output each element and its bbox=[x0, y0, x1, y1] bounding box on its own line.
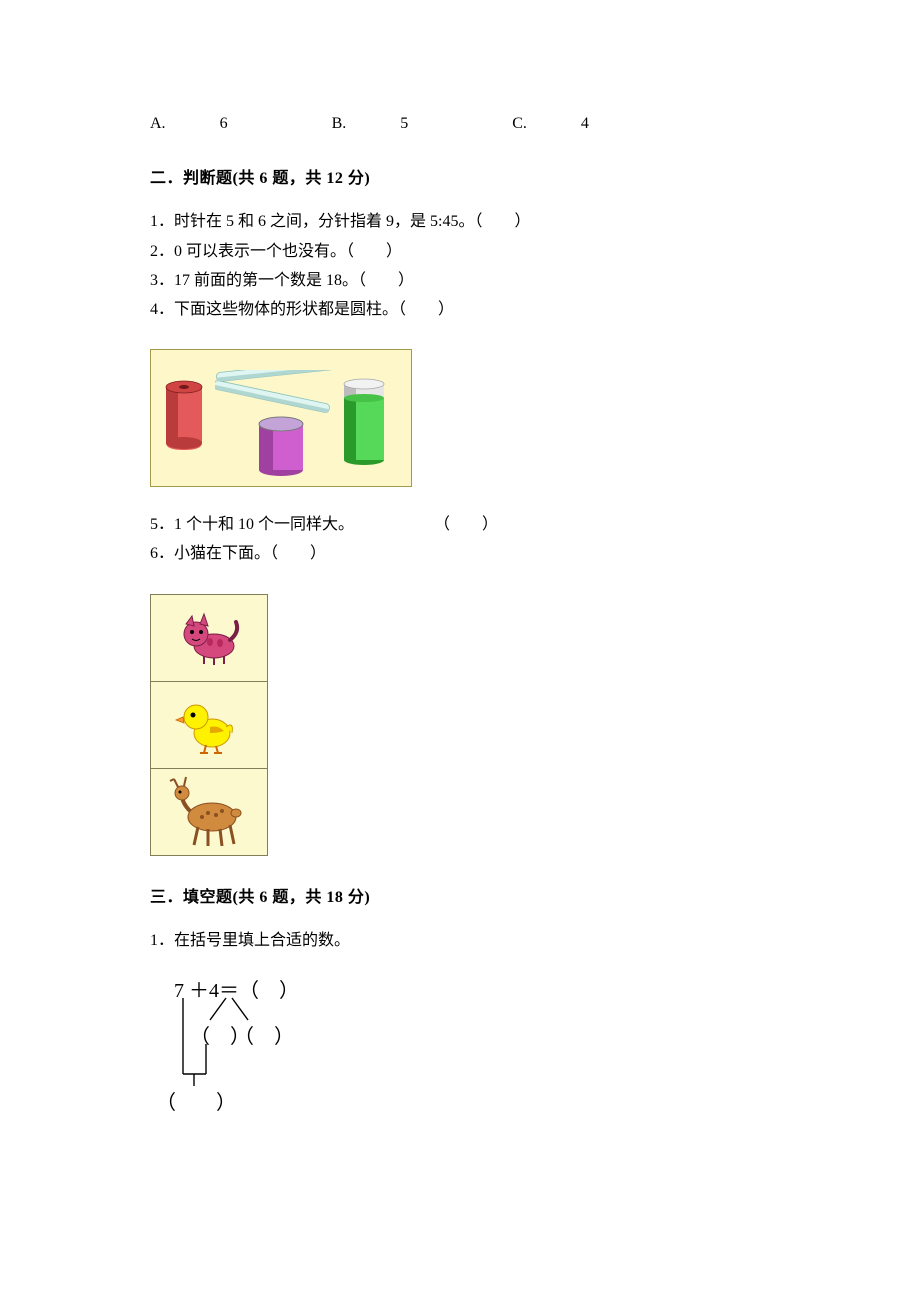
s2-q2: 2．0 可以表示一个也没有。（ ） bbox=[150, 238, 770, 265]
s2-q6: 6．小猫在下面。（ ） bbox=[150, 540, 770, 567]
decomp-blank-r: （ ） bbox=[234, 1020, 294, 1054]
cylinders-figure bbox=[150, 349, 412, 487]
section3-title: 三．填空题(共 6 题，共 18 分) bbox=[150, 884, 770, 911]
animal-cell-deer bbox=[151, 769, 267, 855]
animal-cell-cat bbox=[151, 595, 267, 682]
chick-icon bbox=[174, 693, 244, 757]
purple-can-icon bbox=[257, 416, 305, 476]
straw-icon bbox=[215, 370, 345, 420]
section2-title: 二．判断题(共 6 题，共 12 分) bbox=[150, 165, 770, 192]
document-page: A. 6 B. 5 C. 4 二．判断题(共 6 题，共 12 分) 1．时针在… bbox=[0, 0, 920, 1174]
mc-option-a: A. 6 bbox=[150, 110, 278, 137]
s2-q1: 1．时针在 5 和 6 之间，分针指着 9，是 5:45。（ ） bbox=[150, 208, 770, 235]
cat-icon bbox=[174, 608, 244, 668]
animal-cell-chick bbox=[151, 682, 267, 769]
mc-options-row: A. 6 B. 5 C. 4 bbox=[150, 110, 770, 137]
mc-option-b: B. 5 bbox=[332, 110, 459, 137]
s2-q5: 5．1 个十和 10 个一同样大。 （ ） bbox=[150, 511, 770, 538]
green-can-icon bbox=[341, 378, 387, 466]
s3-q1: 1．在括号里填上合适的数。 bbox=[150, 927, 770, 954]
decomp-blank-bottom: （ ） bbox=[156, 1086, 236, 1120]
s2-q4: 4．下面这些物体的形状都是圆柱。（ ） bbox=[150, 296, 770, 323]
mc-option-c: C. 4 bbox=[512, 110, 639, 137]
animals-figure bbox=[150, 594, 268, 856]
s2-q3: 3．17 前面的第一个数是 18。（ ） bbox=[150, 267, 770, 294]
red-can-icon bbox=[163, 380, 205, 450]
deer-icon bbox=[164, 773, 254, 851]
decomposition-figure: 7 ＋4＝（ ） （ ） （ ） （ ） bbox=[150, 974, 370, 1114]
